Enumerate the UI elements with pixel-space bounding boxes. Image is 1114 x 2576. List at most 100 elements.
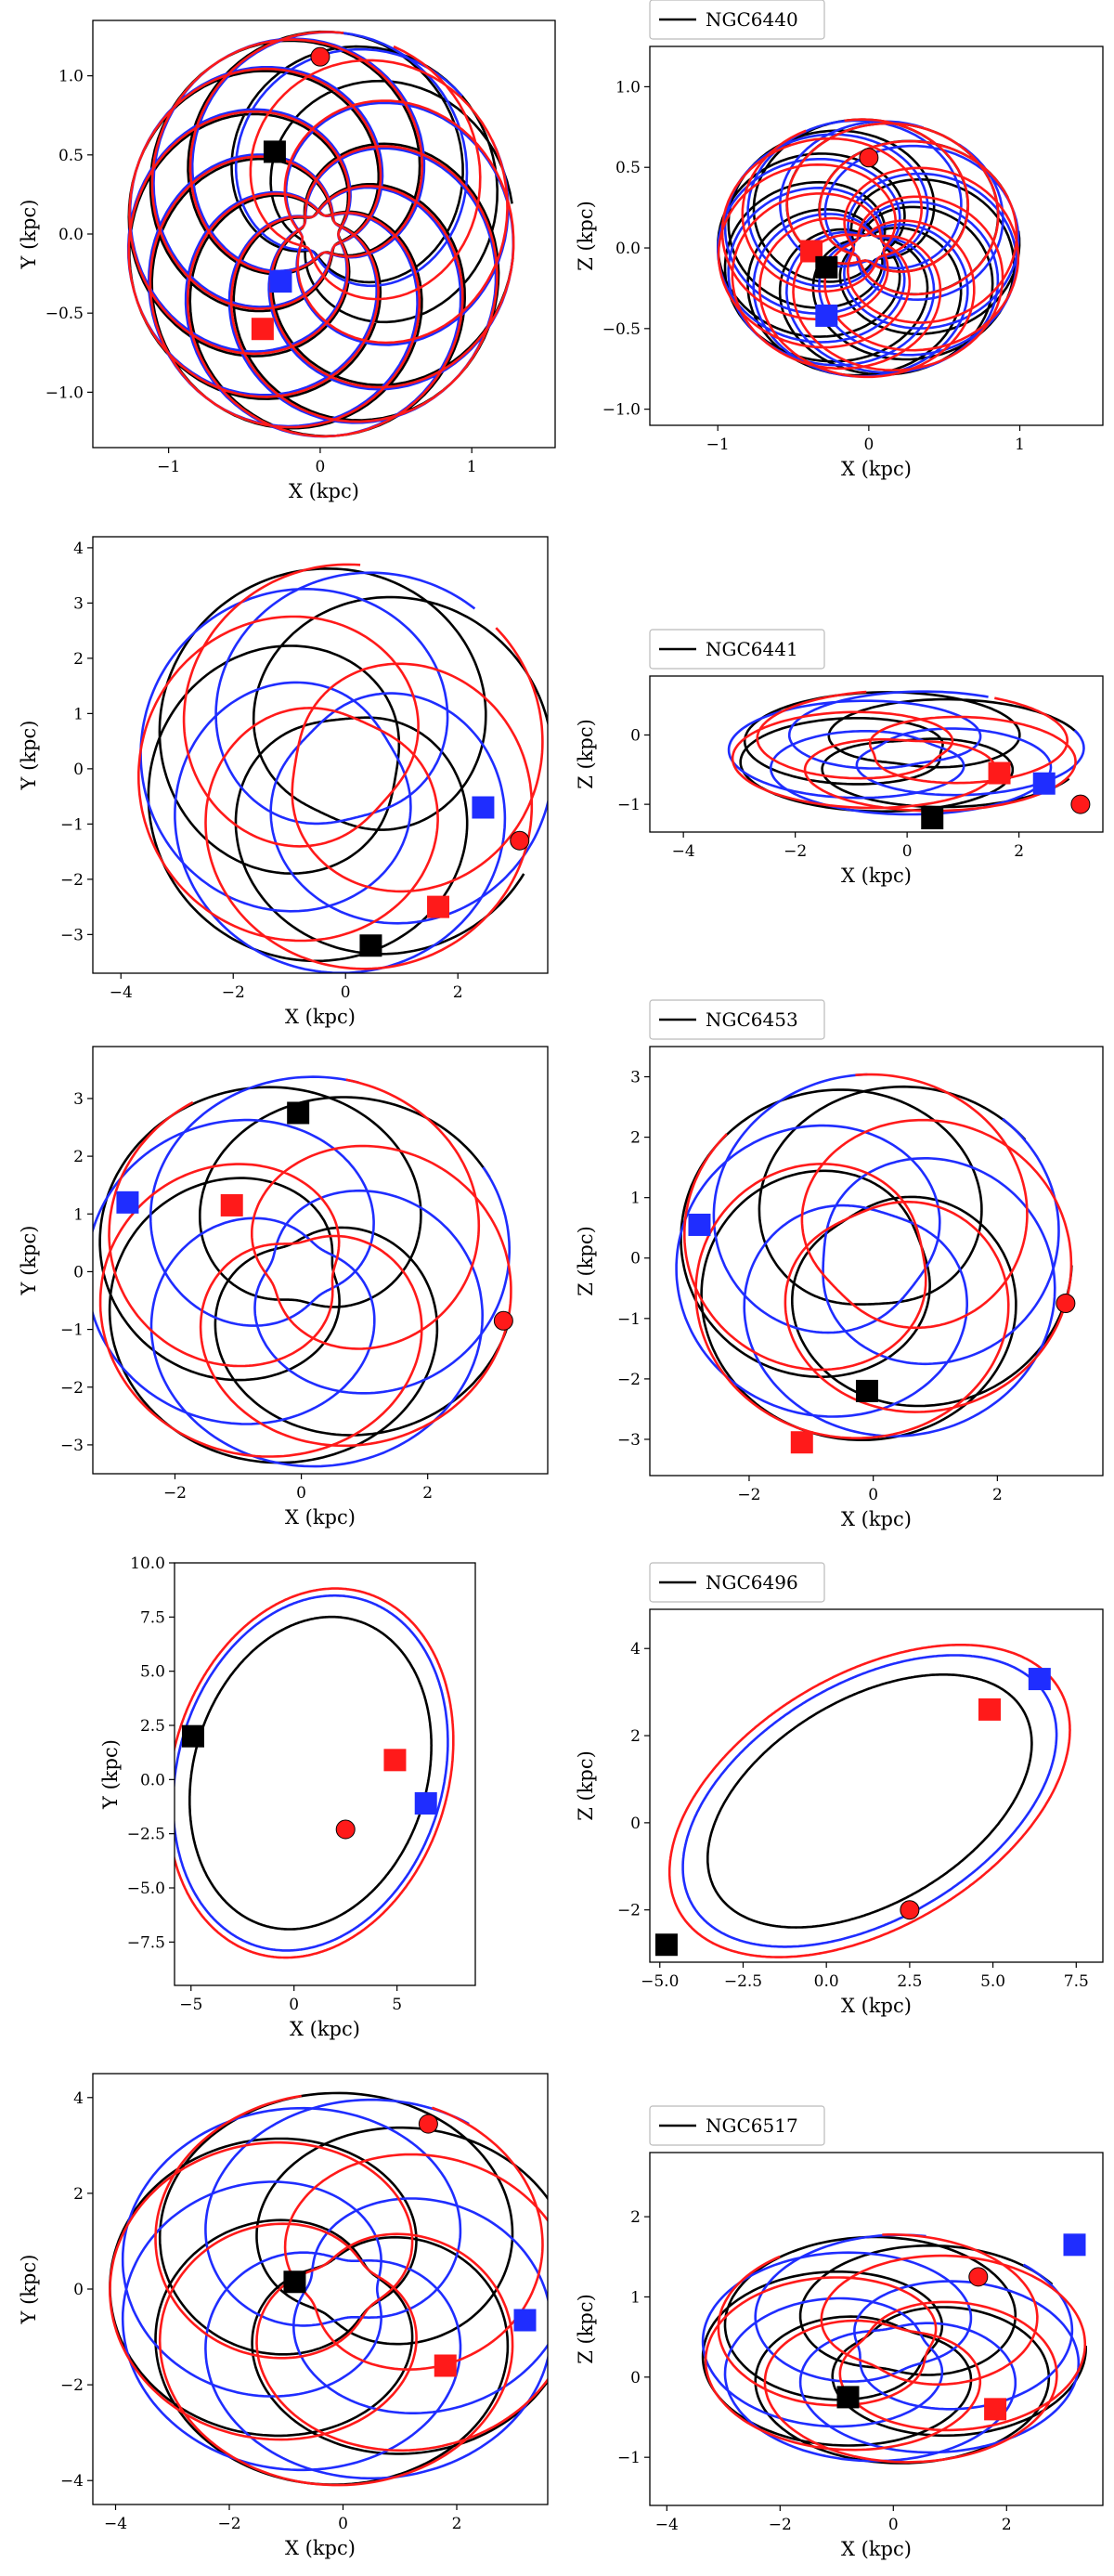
- orbit-line-red: [667, 1644, 1071, 1958]
- end-marker-blue: [414, 1792, 437, 1815]
- legend-box: [649, 1562, 825, 1603]
- x-tick-label: 2: [453, 983, 463, 1002]
- x-tick-label: 7.5: [1064, 1972, 1089, 1991]
- x-tick-label: −2: [163, 1484, 187, 1503]
- orbit-line-red: [109, 2094, 548, 2487]
- start-marker-red: [335, 1819, 356, 1840]
- x-tick-label: 0: [316, 458, 326, 476]
- axes-frame: [649, 46, 1104, 426]
- y-tick-label: −3: [617, 1431, 641, 1450]
- y-tick-label: −5.0: [127, 1880, 165, 1898]
- orbit-curves: [109, 2091, 548, 2487]
- end-marker-blue: [472, 796, 495, 819]
- end-marker-blue: [116, 1190, 139, 1214]
- y-tick-label: 1: [630, 1190, 641, 1208]
- y-tick-label: −2: [60, 1379, 84, 1398]
- y-tick-label: −1.0: [602, 401, 641, 420]
- y-tick-label: 0: [73, 761, 84, 779]
- y-axis-label: Y (kpc): [99, 1739, 122, 1810]
- end-marker-blue: [1028, 1668, 1051, 1691]
- x-tick-label: −2: [769, 2516, 792, 2534]
- x-tick-label: −4: [655, 2516, 679, 2534]
- orbit-line-black: [188, 1615, 434, 1931]
- x-tick-label: 2: [422, 1484, 433, 1503]
- y-tick-label: 2: [630, 1727, 641, 1746]
- orbit-curves: [137, 563, 548, 973]
- orbit-line-red: [127, 31, 515, 438]
- orbit-curves: [93, 1075, 512, 1468]
- orbit-line-black: [706, 1673, 1033, 1929]
- y-tick-label: −0.5: [602, 320, 641, 339]
- panel-NGC6517-XZ: −4 −2 0 2 −1 0 1 2 X (kpc) Z (kpc) NGC6517: [575, 2105, 1104, 2560]
- x-tick-label: 2: [992, 1486, 1003, 1504]
- panel-NGC6496-XZ: −5.0 −2.5 0.0 2.5 5.0 7.5 −2 0 2 4 X (kpc) Z (kpc) N…: [575, 1562, 1104, 2017]
- start-marker-red: [859, 148, 879, 168]
- orbit-line-black: [147, 566, 548, 963]
- panel-NGC6440-XY: −1 0 1 −1.0 −0.5 0.0 0.5 1.0 X (kpc) Y (kpc): [18, 20, 556, 502]
- end-marker-red: [434, 2354, 457, 2377]
- orbit-line-blue: [93, 1075, 511, 1468]
- y-tick-label: −1: [60, 1321, 84, 1340]
- x-tick-label: 0: [863, 436, 874, 454]
- y-axis-label: Y (kpc): [18, 1226, 40, 1296]
- y-tick-label: 2: [630, 1129, 641, 1148]
- y-tick-label: −3: [60, 1437, 84, 1455]
- y-tick-label: 0: [630, 726, 641, 745]
- orbit-line-red: [683, 1073, 1073, 1440]
- panel-NGC6453-XY: −2 0 2 −3 −2 −1 0 1 2 3 X (kpc) Y (kpc): [18, 1046, 549, 1529]
- x-tick-label: −2: [784, 842, 807, 861]
- end-marker-black: [836, 2386, 860, 2409]
- orbit-curves: [701, 2233, 1088, 2465]
- y-tick-label: 0: [630, 1815, 641, 1833]
- panel-NGC6441-XY: −4 −2 0 2 −3 −2 −1 0 1 2 3 4 X (kpc) Y (kpc): [18, 536, 549, 1028]
- orbit-line-blue: [139, 571, 548, 973]
- x-axis-label: X (kpc): [290, 2018, 360, 2040]
- x-tick-label: 1: [1015, 436, 1025, 454]
- orbit-curves: [667, 1644, 1071, 1958]
- x-tick-label: −2: [222, 983, 245, 1002]
- legend-label: NGC6441: [706, 638, 798, 660]
- end-marker-black: [263, 140, 286, 163]
- panel-NGC6517-XY: −4 −2 0 2 −4 −2 0 2 4 X (kpc) Y (kpc): [18, 2073, 549, 2559]
- orbit-line-blue: [681, 1654, 1058, 1948]
- end-marker-red: [427, 895, 450, 918]
- start-marker-red: [493, 1310, 513, 1331]
- y-tick-label: 1.0: [58, 68, 84, 86]
- start-marker-red: [1056, 1294, 1076, 1314]
- legend: NGC6441: [649, 629, 825, 670]
- end-marker-red: [251, 318, 274, 341]
- orbit-line-blue: [701, 2233, 1081, 2463]
- legend-label: NGC6496: [706, 1571, 798, 1594]
- panel-NGC6440-XZ: −1 0 1 −1.0 −0.5 0.0 0.5 1.0 X (kpc) Z (kpc) NGC64…: [575, 0, 1104, 480]
- y-tick-label: 2: [73, 1148, 84, 1166]
- y-tick-label: 0.0: [140, 1771, 165, 1789]
- y-tick-label: −2: [60, 871, 84, 890]
- y-axis-label: Y (kpc): [18, 200, 40, 270]
- axes-frame: [649, 1608, 1104, 1963]
- y-tick-label: 4: [73, 540, 84, 558]
- legend-box: [649, 2105, 825, 2146]
- orbit-curves: [175, 1587, 455, 1959]
- legend-label: NGC6517: [706, 2114, 798, 2137]
- x-axis-label: X (kpc): [285, 1506, 356, 1529]
- x-tick-label: 0: [868, 1486, 878, 1504]
- orbit-curves: [716, 118, 1021, 379]
- y-tick-label: −7.5: [127, 1933, 165, 1952]
- y-tick-label: 2: [73, 650, 84, 669]
- y-tick-label: −4: [60, 2472, 84, 2491]
- y-tick-label: 10.0: [130, 1555, 165, 1573]
- x-tick-label: −2: [217, 2515, 240, 2533]
- y-axis-label: Z (kpc): [575, 201, 597, 271]
- end-marker-red: [790, 1431, 813, 1454]
- x-axis-label: X (kpc): [841, 1508, 912, 1530]
- orbit-line-red: [717, 118, 1020, 379]
- end-marker-blue: [1063, 2233, 1086, 2257]
- y-tick-label: −1: [60, 815, 84, 834]
- x-tick-label: −1: [706, 436, 730, 454]
- x-tick-label: 0.0: [814, 1972, 839, 1991]
- end-marker-red: [978, 1698, 1001, 1721]
- end-marker-blue: [688, 1213, 711, 1236]
- y-axis-label: Z (kpc): [575, 719, 597, 789]
- axes-frame: [92, 2073, 549, 2505]
